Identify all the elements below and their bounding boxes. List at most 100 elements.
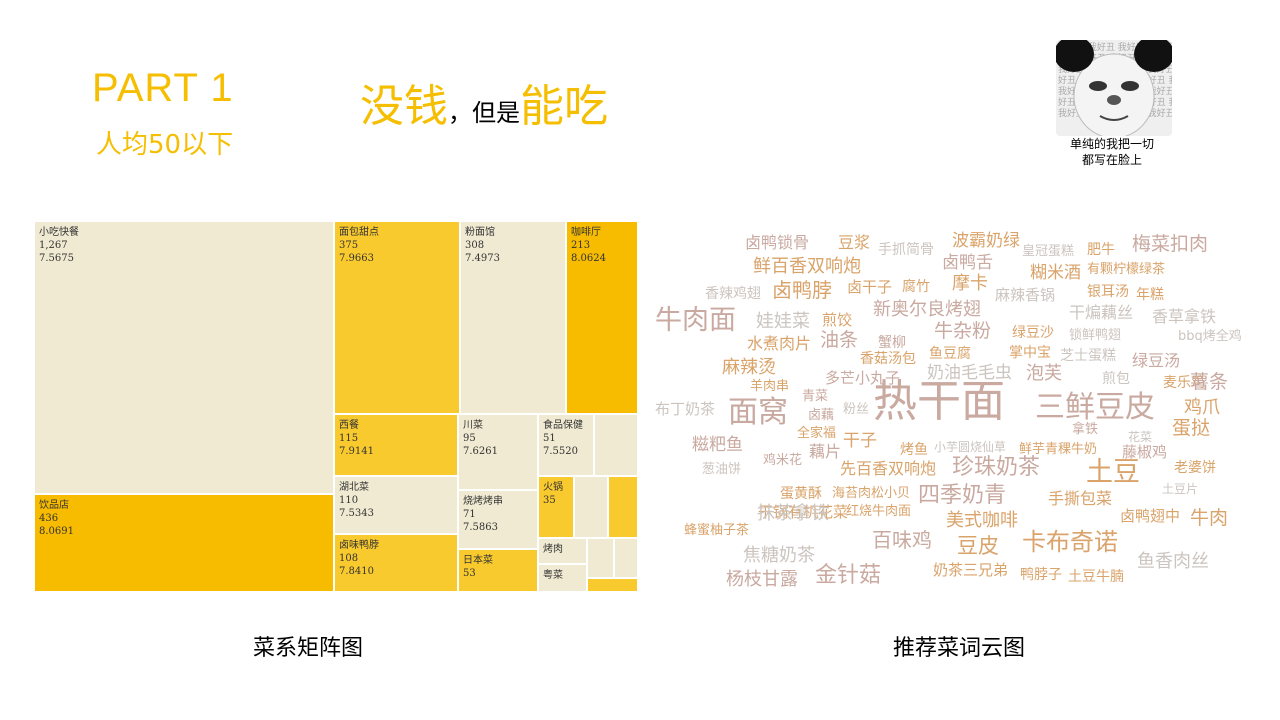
cloud-word: 奶油毛毛虫 bbox=[927, 363, 1012, 383]
cloud-word: 卤藕 bbox=[808, 408, 835, 423]
cloud-word: 银耳汤 bbox=[1087, 284, 1129, 300]
cloud-word: 百味鸡 bbox=[872, 528, 932, 552]
tile-count: 213 bbox=[571, 240, 591, 251]
cloud-word: 干子 bbox=[843, 431, 877, 451]
cloud-word: 牛肉 bbox=[1190, 507, 1229, 529]
tile-name: 粉面馆 bbox=[465, 227, 495, 238]
tile-count: 1,267 bbox=[39, 240, 68, 251]
cloud-word: 布丁奶茶 bbox=[655, 400, 716, 418]
cloud-word: 鸭脖子 bbox=[1020, 567, 1062, 583]
cloud-word: 年糕 bbox=[1136, 287, 1164, 303]
cloud-word: 梅菜扣肉 bbox=[1132, 233, 1209, 255]
treemap-tile-small bbox=[574, 476, 608, 538]
cloud-word: 鲜百香双响炮 bbox=[753, 256, 861, 277]
cloud-word: 新奥尔良烤翅 bbox=[873, 299, 981, 320]
tile-count: 51 bbox=[543, 433, 556, 444]
treemap-tile: 日本菜 53 bbox=[458, 549, 538, 592]
treemap-tile: 小吃快餐 1,267 7.5675 bbox=[34, 221, 334, 494]
cloud-word: 蜂蜜柚子茶 bbox=[684, 523, 750, 538]
treemap-tile: 湖北菜 110 7.5343 bbox=[334, 476, 458, 534]
treemap-tile: 卤味鸭脖 108 7.8410 bbox=[334, 534, 458, 592]
cloud-word: 香草拿铁 bbox=[1152, 307, 1217, 326]
treemap-tile-small bbox=[594, 414, 638, 476]
treemap-tile: 烤肉 bbox=[538, 538, 587, 564]
tile-score: 7.8410 bbox=[339, 566, 374, 577]
panda-face-icon bbox=[1056, 40, 1172, 136]
headline: 没钱，但是能吃 bbox=[360, 70, 608, 134]
cloud-word: 香菇汤包 bbox=[860, 351, 916, 367]
tile-count: 308 bbox=[465, 240, 485, 251]
cloud-word: 锁鲜鸭翅 bbox=[1069, 328, 1122, 343]
cloud-word: 鲜芋青稞牛奶 bbox=[1019, 442, 1098, 457]
cloud-word: 鸡爪 bbox=[1184, 397, 1220, 418]
meme-caption: 单纯的我把一切 都写在脸上 bbox=[1042, 136, 1182, 168]
tile-score: 7.5675 bbox=[39, 253, 74, 264]
tile-name: 面包甜点 bbox=[339, 227, 379, 238]
cloud-word: 粉丝 bbox=[843, 402, 870, 417]
cloud-word: 土豆牛腩 bbox=[1068, 569, 1124, 585]
tile-score: 8.0691 bbox=[39, 526, 74, 537]
cloud-word: 牛杂粉 bbox=[934, 320, 992, 342]
tile-count: 436 bbox=[39, 513, 59, 524]
cloud-word: 牛肉面 bbox=[655, 305, 736, 336]
tile-score: 7.6261 bbox=[463, 446, 498, 457]
cloud-word: 藕片 bbox=[809, 442, 842, 461]
cloud-word: 摩卡 bbox=[952, 273, 988, 294]
panda-meme-image: 我好丑 我好丑 我好丑 我好丑 好丑 我好丑 我好丑 我好丑 我 我好丑 我好丑… bbox=[1056, 40, 1172, 136]
headline-separator: ，但是 bbox=[448, 99, 520, 127]
tile-name: 烧烤烤串 bbox=[463, 496, 503, 507]
meme-caption-line2: 都写在脸上 bbox=[1081, 153, 1142, 167]
tile-score: 7.5520 bbox=[543, 446, 578, 457]
cloud-word: 卤干子 bbox=[847, 278, 893, 296]
cloud-word: 鱼豆腐 bbox=[929, 346, 971, 362]
treemap-tile: 烧烤烤串 71 7.5863 bbox=[458, 490, 538, 549]
tile-count: 115 bbox=[339, 433, 359, 444]
cuisine-treemap: 小吃快餐 1,267 7.5675 饮品店 436 8.0691 面包甜点 375 7.9663… bbox=[34, 221, 638, 592]
treemap-tile: 面包甜点 375 7.9663 bbox=[334, 221, 460, 414]
treemap-tile: 粉面馆 308 7.4973 bbox=[460, 221, 566, 414]
headline-part-a: 没钱 bbox=[360, 81, 448, 132]
tile-name: 食品保健 bbox=[543, 420, 583, 431]
part-title: PART 1 bbox=[92, 66, 234, 110]
cloud-word: 蛋黄酥 bbox=[780, 486, 822, 502]
tile-score: 8.0624 bbox=[571, 253, 606, 264]
cloud-word: 焦糖奶茶 bbox=[743, 545, 815, 566]
cloud-word: 青菜 bbox=[802, 389, 829, 404]
tile-score: 7.9663 bbox=[339, 253, 374, 264]
cloud-word: 泡芙 bbox=[1026, 363, 1062, 384]
cloud-word: 花菜 bbox=[1128, 430, 1153, 444]
treemap-tile: 川菜 95 7.6261 bbox=[458, 414, 538, 490]
cloud-word: 多芒小丸子 bbox=[825, 369, 901, 387]
cloud-word: 卡布奇诺 bbox=[1022, 528, 1118, 556]
cloud-word: 绿豆汤 bbox=[1132, 351, 1181, 370]
cloud-word: 葱油饼 bbox=[702, 462, 742, 477]
cloud-word: 有颗柠檬绿茶 bbox=[1087, 262, 1166, 277]
cloud-word: 蟹柳 bbox=[878, 335, 906, 351]
headline-part-b: 能吃 bbox=[520, 81, 608, 132]
cloud-word: 珍珠奶茶 bbox=[952, 455, 1041, 480]
treemap-tile: 饮品店 436 8.0691 bbox=[34, 494, 334, 592]
cloud-word: 藤椒鸡 bbox=[1122, 443, 1168, 461]
cloud-word: 手撕包菜 bbox=[1048, 489, 1113, 508]
treemap-tile: 火锅 35 bbox=[538, 476, 574, 538]
cloud-word: 掌中宝 bbox=[1009, 345, 1051, 361]
cloud-word: 红烧牛肉面 bbox=[846, 504, 912, 519]
cloud-word: 腐竹 bbox=[902, 279, 930, 295]
tile-count: 53 bbox=[463, 568, 476, 579]
cloud-word: 四季奶青 bbox=[918, 483, 1007, 508]
cloud-word: 豆浆 bbox=[838, 233, 871, 252]
cloud-word: 薯条 bbox=[1190, 371, 1229, 393]
cloud-word: 皇冠蛋糕 bbox=[1022, 244, 1075, 259]
tile-name: 火锅 bbox=[543, 482, 563, 493]
tile-name: 烤肉 bbox=[543, 544, 563, 555]
cloud-word: 全家福 bbox=[797, 426, 837, 441]
cloud-word: 娃娃菜 bbox=[756, 311, 810, 332]
cloud-word: 先百香双响炮 bbox=[840, 459, 937, 478]
cloud-word: 水煮肉片 bbox=[747, 334, 812, 353]
tile-score: 7.5863 bbox=[463, 522, 498, 533]
treemap-tile: 咖啡厅 213 8.0624 bbox=[566, 221, 638, 414]
cloud-word: 糍粑鱼 bbox=[692, 435, 743, 455]
cloud-word: 美式咖啡 bbox=[946, 510, 1018, 531]
tile-score: 7.9141 bbox=[339, 446, 374, 457]
cloud-word: 麦乐鸡 bbox=[1163, 375, 1205, 391]
